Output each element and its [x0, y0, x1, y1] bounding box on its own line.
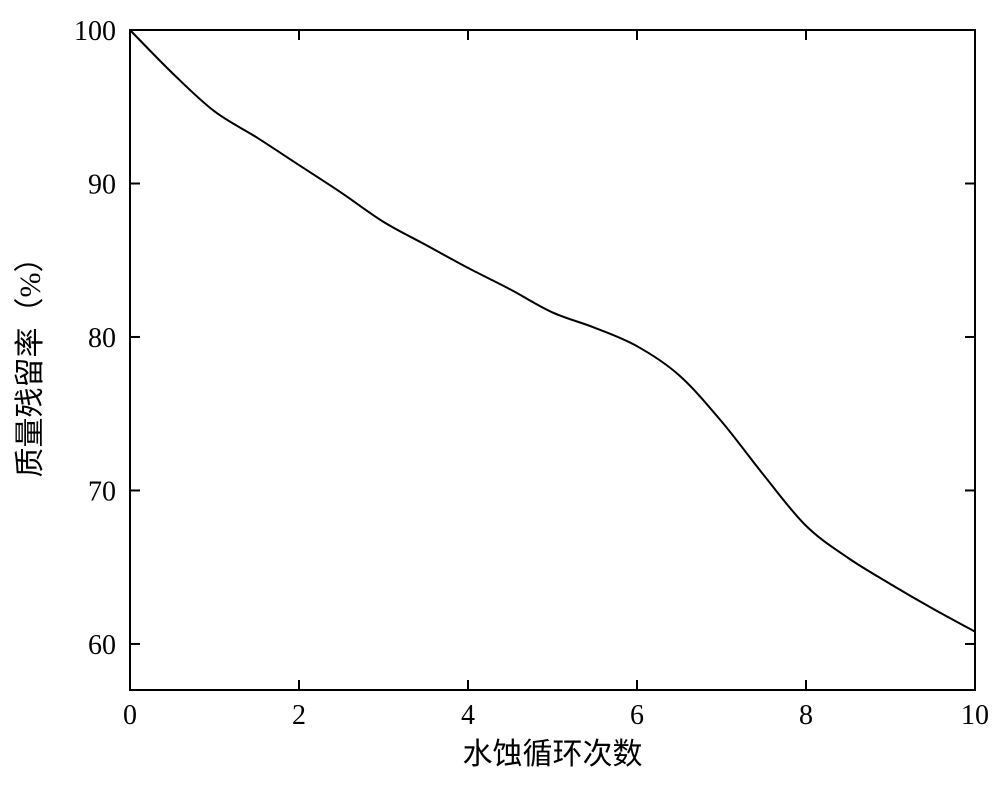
line-chart: 0 2 4 6 8 10 60 70 80 90 100 水蚀循环次数 质量残留率（%） — [0, 0, 1000, 788]
y-axis-label: 质量残留率（%） — [14, 243, 47, 478]
plot-border — [130, 30, 975, 690]
x-tick-label: 0 — [123, 700, 137, 731]
data-series-line — [130, 30, 975, 632]
y-tick-label: 100 — [74, 16, 116, 47]
y-tick-label: 80 — [88, 323, 116, 354]
chart-container: 0 2 4 6 8 10 60 70 80 90 100 水蚀循环次数 质量残留率（%） — [0, 0, 1000, 788]
x-tick-label: 2 — [292, 700, 306, 731]
y-tick-label: 70 — [88, 476, 116, 507]
x-axis-label: 水蚀循环次数 — [463, 738, 643, 771]
x-tick-label: 4 — [461, 700, 475, 731]
x-tick-label: 8 — [799, 700, 813, 731]
y-tick-label: 60 — [88, 630, 116, 661]
x-tick-label: 6 — [630, 700, 644, 731]
x-tick-label: 10 — [961, 700, 989, 731]
y-tick-label: 90 — [88, 169, 116, 200]
